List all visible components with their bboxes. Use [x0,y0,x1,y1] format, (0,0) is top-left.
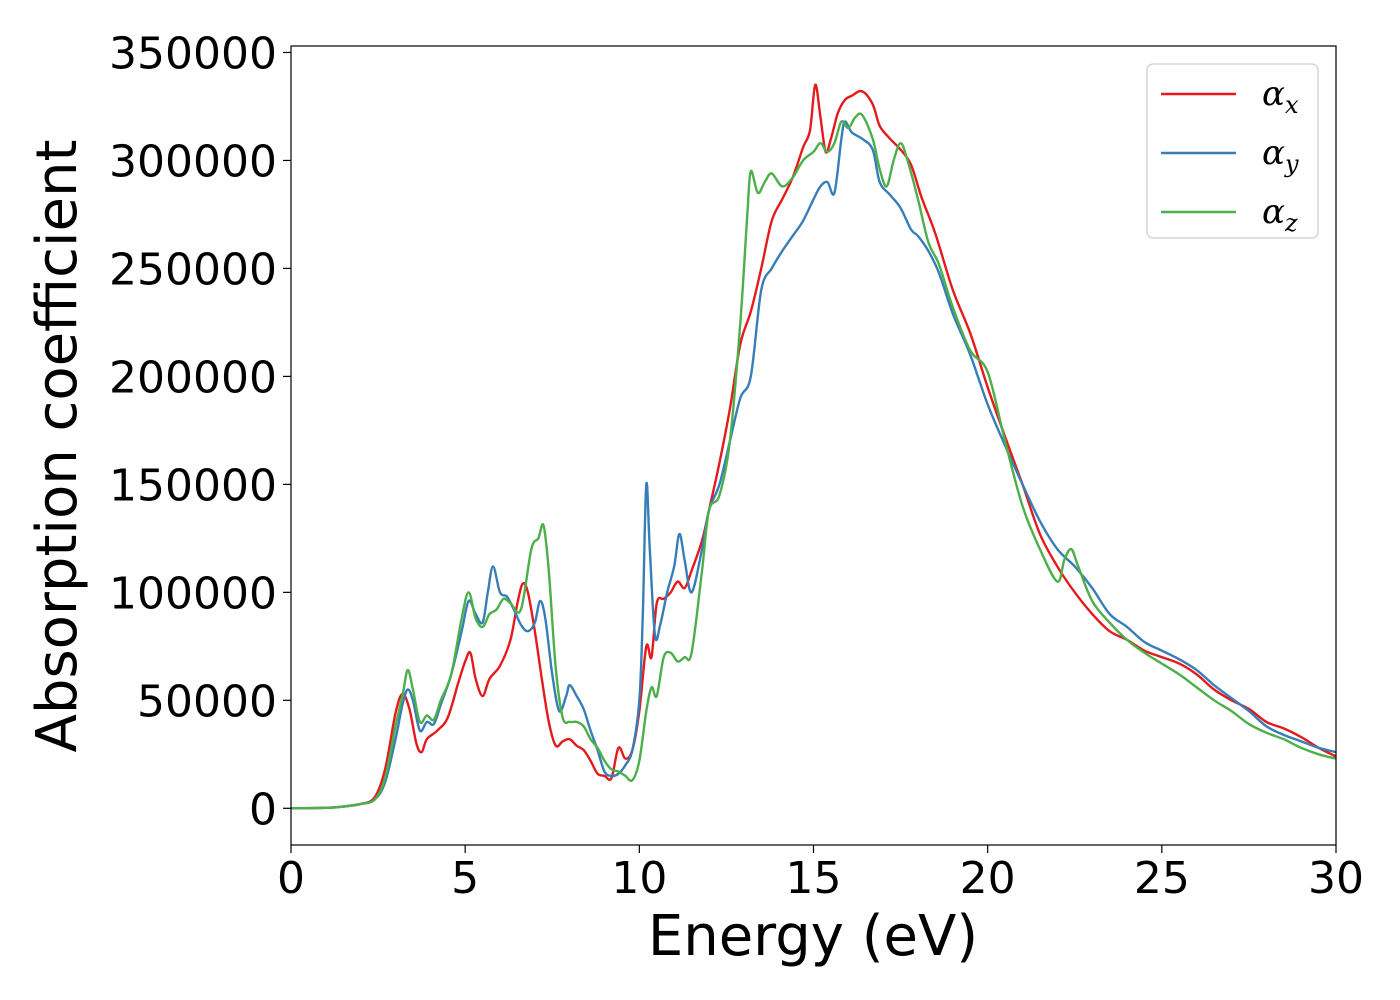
y-tick-label: 250000 [109,244,277,295]
x-tick-label: 25 [1134,853,1190,904]
series-line-y [291,120,1336,810]
y-tick-label: 100000 [109,568,277,619]
legend-box [1146,63,1319,239]
series-line-z [291,112,1336,810]
y-tick-label: 350000 [109,28,277,79]
x-tick-label: 5 [451,853,479,904]
x-tick-label: 20 [960,853,1016,904]
series-layer [291,83,1336,810]
x-tick-label: 30 [1308,853,1364,904]
y-tick-label: 300000 [109,136,277,187]
legend-subscript-y: y [1284,150,1299,178]
x-axis: 0 5 10 15 20 25 30 [277,845,1364,904]
y-tick-label: 200000 [109,352,277,403]
legend-subscript-z: z [1284,209,1298,237]
x-tick-label: 0 [277,853,305,904]
x-tick-label: 15 [786,853,842,904]
legend-subscript-x: x [1285,91,1299,119]
x-tick-label: 10 [611,853,667,904]
y-tick-label: 50000 [137,676,277,727]
y-axis-label: Absorption coefficient [25,140,90,753]
series-line-x [291,83,1336,810]
y-tick-label: 0 [249,784,277,835]
y-axis: 0 50000 100000 150000 200000 250000 300000 3500… [109,28,291,835]
x-axis-label: Energy (eV) [648,904,978,969]
y-tick-label: 150000 [109,460,277,511]
